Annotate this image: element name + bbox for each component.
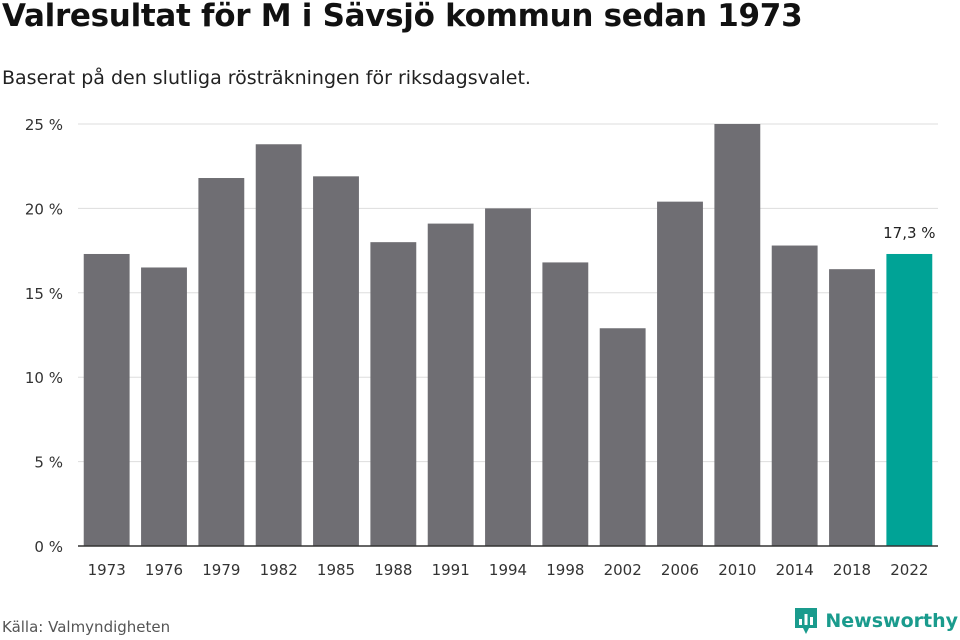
chart-subtitle: Baserat på den slutliga rösträkningen fö… (2, 67, 531, 89)
y-tick-label: 0 % (34, 538, 63, 556)
source-note: Källa: Valmyndigheten (2, 618, 171, 636)
brand-logo: Newsworthy (793, 606, 958, 636)
x-tick-label: 1982 (260, 561, 298, 579)
bar (485, 208, 531, 546)
bar (198, 178, 245, 547)
y-tick-label: 25 % (25, 116, 63, 134)
brand-name: Newsworthy (825, 610, 958, 632)
x-tick-label: 2014 (776, 561, 814, 579)
bar-chart-logo-icon (795, 608, 818, 634)
x-tick-label: 1973 (88, 561, 126, 579)
x-tick-label: 2018 (833, 561, 871, 579)
x-tick-label: 2010 (718, 561, 756, 579)
x-tick-label: 1994 (489, 561, 527, 579)
bar (657, 201, 703, 546)
bar (771, 245, 818, 546)
x-tick-label: 1985 (317, 561, 355, 579)
bar (427, 223, 474, 547)
bar (313, 176, 359, 546)
chart-title: Valresultat för M i Sävsjö kommun sedan … (2, 0, 803, 34)
y-tick-label: 10 % (25, 369, 63, 387)
y-tick-label: 5 % (34, 454, 63, 472)
bar (141, 267, 187, 546)
x-tick-label: 2006 (661, 561, 699, 579)
x-tick-label: 1991 (432, 561, 470, 579)
y-tick-label: 15 % (25, 285, 63, 303)
x-tick-label: 1988 (374, 561, 412, 579)
x-tick-label: 1976 (145, 561, 183, 579)
bar (714, 124, 761, 546)
bar (255, 144, 302, 547)
x-tick-label: 1979 (202, 561, 240, 579)
y-tick-label: 20 % (25, 200, 63, 218)
bar (83, 253, 130, 546)
x-tick-label: 2002 (604, 561, 642, 579)
bar (599, 328, 646, 546)
x-tick-label: 2022 (890, 561, 928, 579)
bar (542, 262, 589, 546)
bar (829, 269, 875, 546)
bar-highlight (886, 253, 933, 546)
bar (370, 242, 417, 546)
x-tick-label: 1998 (546, 561, 584, 579)
data-label: 17,3 % (883, 224, 935, 242)
